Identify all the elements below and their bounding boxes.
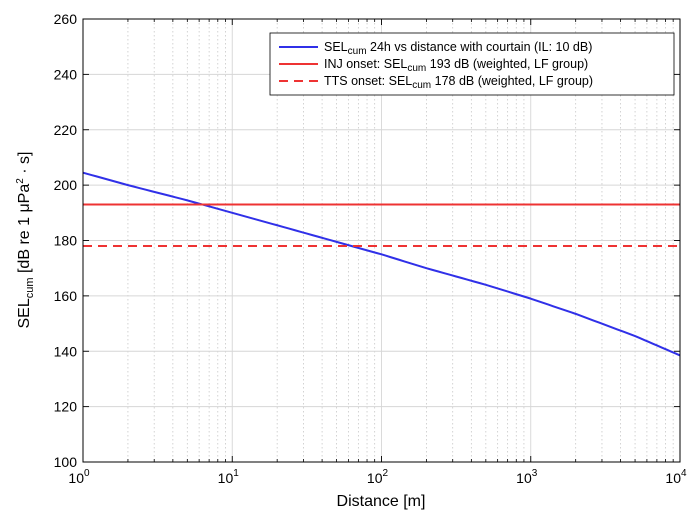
y-tick-label: 120 bbox=[54, 399, 78, 415]
x-tick-label: 103 bbox=[516, 468, 538, 486]
y-tick-label: 200 bbox=[54, 177, 78, 193]
grid bbox=[82, 18, 681, 463]
x-tick-label: 102 bbox=[367, 468, 389, 486]
y-axis-label-main: SEL bbox=[16, 298, 33, 328]
y-axis-label-tail: · s] bbox=[16, 152, 33, 179]
legend-entry: SELcum 24h vs distance with courtain (IL… bbox=[279, 40, 592, 57]
legend-label-1: INJ onset: SELcum 193 dB (weighted, LF g… bbox=[324, 57, 588, 74]
x-tick-labels: 100 101 102 103 104 bbox=[68, 468, 687, 486]
series-layer bbox=[82, 171, 681, 357]
x-tick-label: 104 bbox=[665, 468, 687, 486]
y-axis-label-rest: [dB re 1 μPa bbox=[16, 184, 33, 278]
y-tick-label: 180 bbox=[54, 233, 78, 249]
legend-label-0: SELcum 24h vs distance with courtain (IL… bbox=[324, 40, 592, 57]
y-tick-label: 240 bbox=[54, 66, 78, 82]
y-tick-label: 260 bbox=[54, 11, 78, 27]
y-tick-label: 220 bbox=[54, 122, 78, 138]
legend-box bbox=[269, 32, 675, 96]
x-axis-label: Distance [m] bbox=[337, 493, 426, 510]
y-tick-label: 140 bbox=[54, 343, 78, 359]
legend: SELcum 24h vs distance with courtain (IL… bbox=[269, 32, 675, 96]
legend-entry: INJ onset: SELcum 193 dB (weighted, LF g… bbox=[279, 57, 588, 74]
x-tick-label: 101 bbox=[218, 468, 240, 486]
y-tick-label: 100 bbox=[54, 454, 78, 470]
y-tick-labels: 100 120 140 160 180 200 220 240 260 bbox=[54, 11, 78, 470]
legend-label-2: TTS onset: SELcum 178 dB (weighted, LF g… bbox=[324, 74, 593, 91]
y-tick-label: 160 bbox=[54, 288, 78, 304]
y-axis-label: SELcum [dB re 1 μPa2 · s] bbox=[15, 152, 36, 329]
legend-entry: TTS onset: SELcum 178 dB (weighted, LF g… bbox=[279, 74, 593, 91]
y-axis-label-sup: 2 bbox=[15, 178, 26, 184]
series-line-0 bbox=[82, 171, 681, 357]
ticks bbox=[82, 18, 681, 463]
x-tick-label: 100 bbox=[68, 468, 90, 486]
y-axis-label-sub: cum bbox=[24, 277, 36, 298]
